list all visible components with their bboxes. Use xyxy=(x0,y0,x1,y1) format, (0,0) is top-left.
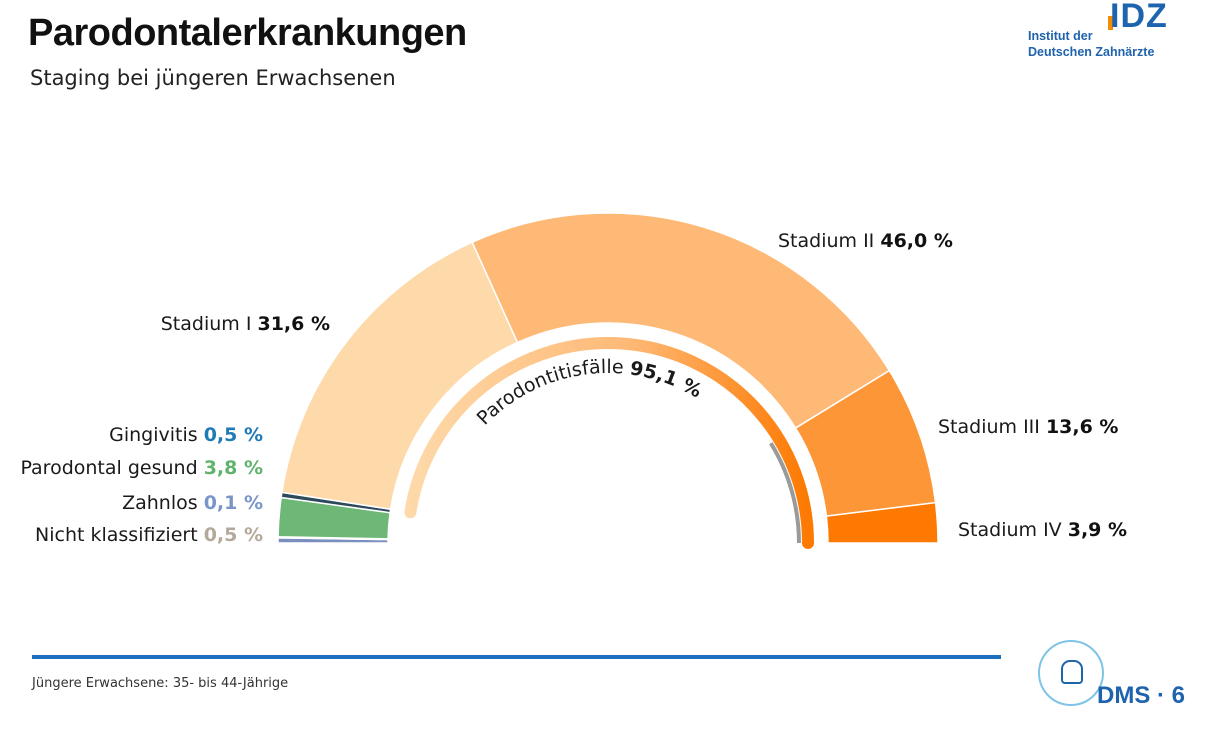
label-gingivitis: Gingivitis 0,5 % xyxy=(109,424,263,446)
footer-rule xyxy=(32,655,1001,659)
footnote: Jüngere Erwachsene: 35- bis 44-Jährige xyxy=(32,676,288,691)
slice-stadium-i xyxy=(282,242,518,509)
label-nicht-klassifiziert: Nicht klassifiziert 0,5 % xyxy=(35,524,263,546)
label-stadium-iv: Stadium IV 3,9 % xyxy=(958,519,1127,541)
label-zahnlos: Zahnlos 0,1 % xyxy=(122,492,263,514)
label-stadium-iii: Stadium III 13,6 % xyxy=(938,416,1118,438)
label-parodontal-gesund: Parodontal gesund 3,8 % xyxy=(20,457,263,479)
label-stadium-ii: Stadium II 46,0 % xyxy=(778,230,953,252)
dms-logo: DMS · 6 xyxy=(1034,640,1184,720)
label-stadium-i: Stadium I 31,6 % xyxy=(161,313,330,335)
dms-logo-text: DMS · 6 xyxy=(1097,682,1185,710)
tooth-icon xyxy=(1061,660,1083,684)
